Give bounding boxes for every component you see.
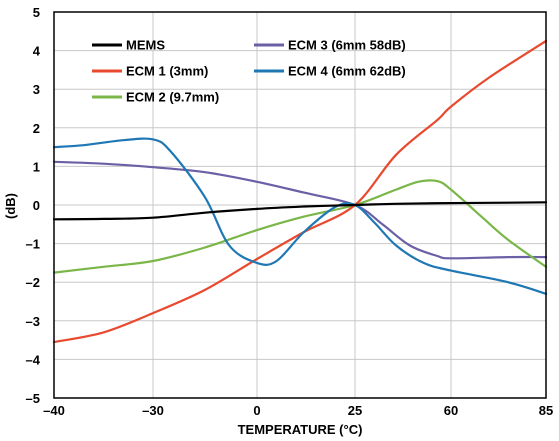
y-tick-label: 3	[33, 82, 40, 97]
y-axis-title: (dB)	[3, 193, 18, 219]
y-tick-label: 4	[33, 44, 41, 59]
x-tick-label: 0	[253, 403, 260, 418]
y-tick-label: 2	[33, 121, 40, 136]
legend-label: ECM 1 (3mm)	[126, 64, 208, 79]
x-tick-label: –30	[142, 403, 164, 418]
y-tick-label: 5	[33, 5, 40, 20]
tick-labels: 5 4 3 2 1 0 –1 –2 –3 –4 –5–40 –30 0 25 60 85	[26, 5, 554, 418]
legend-label: MEMS	[126, 38, 165, 53]
y-tick-label: –4	[26, 352, 41, 367]
series-line-mems	[52, 201, 548, 221]
series-line-ecm-1-3mm	[52, 39, 548, 344]
plot-frame	[53, 11, 547, 399]
series-lines	[52, 39, 548, 344]
legend-label: ECM 3 (6mm 58dB)	[288, 38, 406, 53]
legend-label: ECM 4 (6mm 62dB)	[288, 64, 406, 79]
legend: MEMS ECM 1 (3mm) ECM 2 (9.7mm) ECM 3 (6mm 5…	[92, 38, 406, 105]
plot-border	[53, 11, 547, 399]
x-tick-label: –40	[43, 403, 65, 418]
x-tick-label: 60	[444, 403, 458, 418]
y-tick-label: 0	[33, 198, 40, 213]
y-tick-label: –3	[26, 314, 40, 329]
y-tick-label: –1	[26, 237, 40, 252]
x-tick-label: 25	[348, 403, 362, 418]
x-axis-title: TEMPERATURE (°C)	[238, 422, 363, 437]
y-tick-label: –2	[26, 275, 40, 290]
series-line-ecm-2-9-7mm	[52, 179, 548, 274]
series-line-ecm-4-6mm-62db	[52, 137, 548, 295]
x-tick-label: 85	[539, 403, 553, 418]
y-tick-label: 1	[33, 159, 40, 174]
legend-label: ECM 2 (9.7mm)	[126, 90, 219, 105]
y-tick-label: –5	[26, 391, 40, 406]
